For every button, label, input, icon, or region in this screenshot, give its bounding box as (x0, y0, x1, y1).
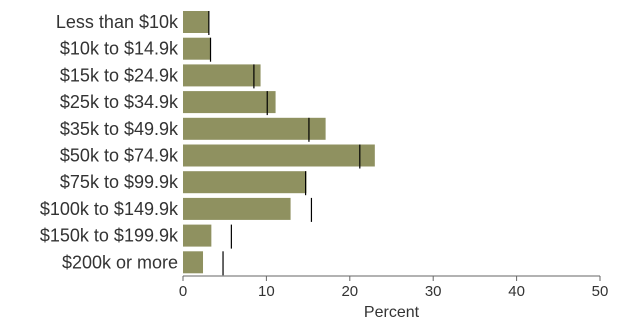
bar (183, 117, 326, 140)
category-labels: Less than $10k $10k to $14.9k $15k to $24.… (40, 12, 179, 272)
bar (183, 144, 375, 167)
bar (183, 224, 212, 247)
reference-markers (208, 11, 361, 276)
category-label: $150k to $199.9k (40, 226, 179, 246)
x-tick-label: 40 (508, 283, 525, 300)
category-label: $200k or more (62, 252, 178, 272)
bar (183, 171, 307, 194)
category-label: $100k to $149.9k (40, 199, 179, 219)
category-label: $75k to $99.9k (60, 172, 179, 192)
x-axis-ticks: 0 10 20 30 40 50 (179, 276, 609, 300)
x-tick-label: 50 (592, 283, 609, 300)
bars (183, 11, 375, 274)
category-label: $25k to $34.9k (60, 92, 179, 112)
x-tick-label: 30 (425, 283, 442, 300)
bar (183, 197, 291, 220)
bar (183, 251, 204, 274)
x-axis-label: Percent (364, 304, 420, 321)
bar (183, 91, 276, 114)
x-tick-label: 10 (258, 283, 275, 300)
category-label: $10k to $14.9k (60, 39, 179, 59)
bar (183, 64, 261, 87)
category-label: $50k to $74.9k (60, 146, 179, 166)
x-tick-label: 20 (341, 283, 358, 300)
bar (183, 37, 211, 60)
category-label: Less than $10k (56, 12, 179, 32)
category-label: $15k to $24.9k (60, 65, 179, 85)
category-label: $35k to $49.9k (60, 119, 179, 139)
bar (183, 11, 209, 33)
x-tick-label: 0 (179, 283, 187, 300)
